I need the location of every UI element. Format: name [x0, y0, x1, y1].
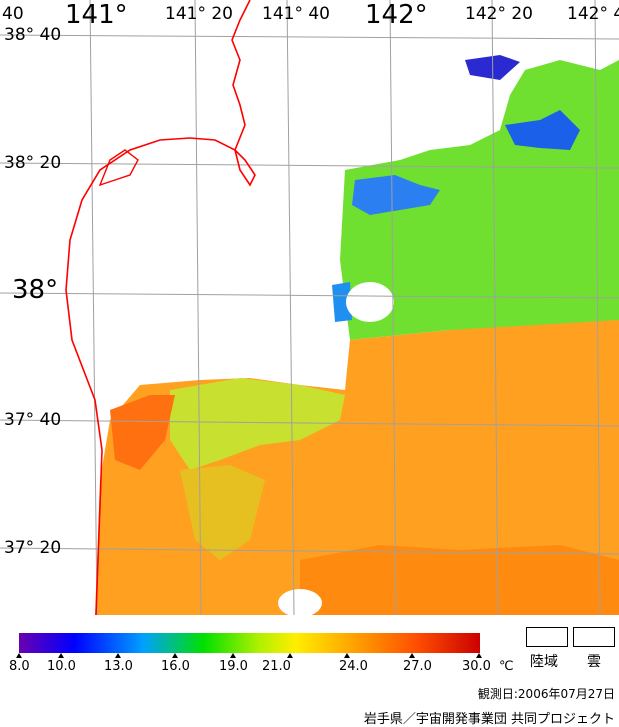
lat-label-37-20: 37° 20	[4, 538, 62, 558]
scale-tick-mark	[344, 653, 350, 658]
lon-label-141-20: 141° 20	[165, 4, 233, 24]
scale-tick-21: 21.0	[262, 659, 291, 674]
lon-label-142-20: 142° 20	[465, 4, 533, 24]
cold-water-patch-4	[332, 282, 352, 322]
land-legend-swatch	[526, 627, 568, 647]
lon-label-142: 142°	[365, 0, 428, 30]
scale-tick-mark	[287, 653, 293, 658]
scale-tick-mark	[409, 653, 415, 658]
lon-label-westedge: 40	[2, 4, 24, 24]
cold-water-patch-2	[505, 110, 580, 150]
land-legend-label: 陸域	[530, 654, 558, 670]
lat-label-38: 38°	[12, 275, 59, 305]
scale-tick-mark	[58, 653, 64, 658]
scale-tick-8: 8.0	[9, 659, 30, 674]
lat-label-38-20: 38° 20	[4, 153, 62, 173]
scale-tick-mark	[172, 653, 178, 658]
graticule	[0, 0, 619, 615]
lon-label-141-40: 141° 40	[262, 4, 330, 24]
scale-tick-24: 24.0	[339, 659, 368, 674]
scale-tick-mark	[476, 653, 482, 658]
coastline	[65, 0, 256, 615]
scale-tick-16: 16.0	[161, 659, 190, 674]
warm-offshore	[300, 545, 619, 615]
cloud-legend-swatch	[573, 627, 615, 647]
lat-label-37-40: 37° 40	[4, 410, 62, 430]
temperature-color-scale	[19, 633, 480, 653]
temperature-unit: ℃	[499, 659, 514, 674]
lat-label-38-40: 38° 40	[4, 25, 62, 45]
coastal-band	[170, 378, 345, 470]
project-credit: 岩手県／宇宙開発事業団 共同プロジェクト	[363, 712, 615, 727]
cold-water-patch	[352, 175, 440, 215]
sea-surface-temperature-map	[0, 0, 619, 615]
cloud-legend-label: 雲	[587, 654, 601, 670]
scale-tick-mark	[16, 653, 22, 658]
scale-tick-mark	[115, 653, 121, 658]
lon-label-142-40: 142° 40	[567, 4, 619, 24]
cloud-gap-south	[278, 589, 322, 615]
scale-tick-mark	[230, 653, 236, 658]
coastal-band-2	[180, 465, 265, 560]
scale-tick-19: 19.0	[219, 659, 248, 674]
observation-date: 観測日:2006年07月27日	[477, 687, 615, 701]
cloud-gap	[346, 282, 394, 322]
bay-coastline	[98, 149, 139, 187]
scale-tick-27: 27.0	[403, 659, 432, 674]
lon-label-141: 141°	[65, 0, 128, 30]
scale-tick-10: 10.0	[47, 659, 76, 674]
scale-tick-13: 13.0	[104, 659, 133, 674]
scale-tick-30: 30.0	[462, 659, 491, 674]
warm-nearshore	[110, 395, 175, 470]
